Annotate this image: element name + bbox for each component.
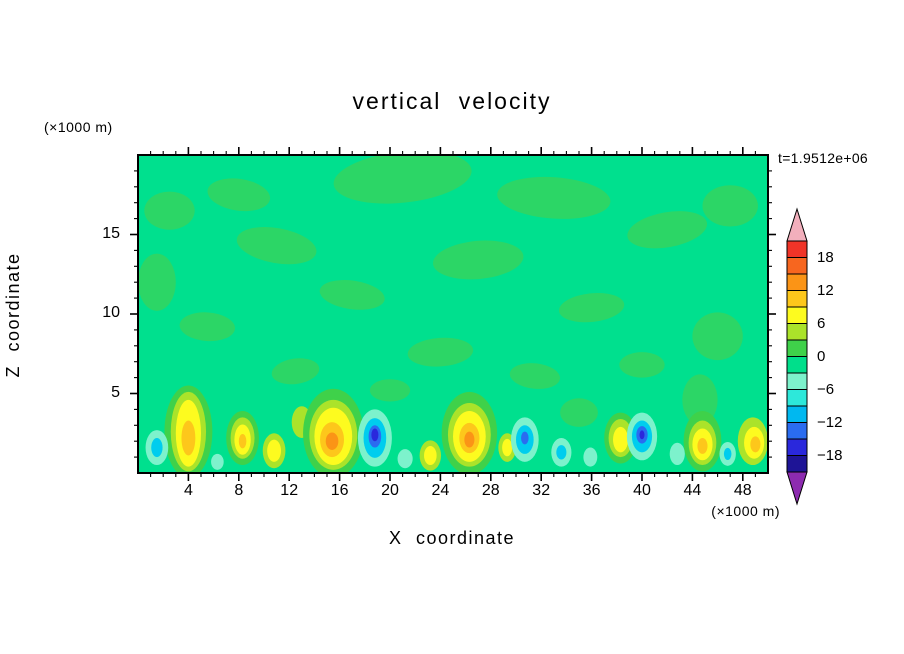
colorbar-band [786,389,808,407]
x-tick-label: 40 [633,482,651,499]
colorbar-band [786,323,808,341]
colorbar-tick-label: −6 [817,380,835,398]
x-tick-label: 36 [582,482,601,499]
contour-blob [397,449,413,469]
contour-texture-patch [619,352,665,378]
colorbar [786,207,808,506]
contour-blob [211,453,224,470]
x-tick-label: 24 [431,482,450,499]
contour-blob [502,438,513,457]
contour-blob [424,445,437,466]
contour-texture-patch [702,185,758,227]
contour-blob [464,431,475,448]
colorbar-band [786,356,808,374]
z-axis-unit: (×1000 m) [44,119,113,135]
colorbar-tick-label: 0 [817,347,826,365]
contour-blob [267,439,282,462]
colorbar-band [786,422,808,440]
colorbar-top-arrow [786,207,808,242]
contour-texture-patch [144,191,195,230]
colorbar-band [786,273,808,291]
colorbar-bottom-arrow [786,471,808,506]
contour-blob [151,438,163,458]
colorbar-band [786,372,808,390]
colorbar-tick-label: 12 [817,281,834,299]
colorbar-band [786,405,808,423]
z-tick-label: 15 [102,224,120,242]
x-tick-label: 8 [234,482,244,499]
colorbar-tick-label: 6 [817,314,826,332]
z-axis-label: Z coordinate [3,252,23,378]
contour-blob [583,447,598,467]
colorbar-band [786,339,808,357]
x-axis-label: X coordinate [388,528,516,548]
colorbar-band [786,257,808,275]
contour-texture-patch [692,312,743,361]
contour-blob [181,420,196,456]
contour-blob [723,447,732,460]
colorbar-tick-label: −18 [817,446,843,464]
x-axis-unit: (×1000 m) [711,503,780,519]
colorbar-band [786,240,808,258]
time-annotation: t=1.9512e+06 [778,150,869,166]
colorbar-tick-label: −12 [817,413,843,431]
chart-title: vertical velocity [352,88,552,114]
x-tick-label: 20 [381,482,399,499]
contour-blob [238,434,247,449]
z-tick-label: 5 [111,383,120,401]
contour-texture-patch [560,398,598,427]
x-tick-label: 12 [280,482,299,499]
z-tick-label: 10 [102,304,120,321]
contour-blob [325,432,339,450]
contour-texture-patch [138,253,176,311]
x-tick-label: 32 [532,482,551,499]
x-tick-label: 4 [183,482,193,499]
contour-field [138,155,768,473]
contour-blob [371,428,379,442]
contour-blob [669,442,685,466]
x-tick-label: 44 [683,482,702,499]
colorbar-band [786,455,808,473]
colorbar-band [786,290,808,308]
contour-blob [750,436,761,453]
x-tick-label: 48 [733,482,752,499]
contour-blob [639,430,645,440]
colorbar-band [786,306,808,324]
x-tick-label: 28 [481,482,500,499]
colorbar-band [786,438,808,456]
contour-blob [697,438,708,454]
contour-blob [613,426,629,453]
contour-blob [521,431,529,445]
colorbar-tick-label: 18 [817,248,834,266]
contour-blob [556,445,567,460]
x-tick-label: 16 [330,482,349,499]
contour-texture-patch [369,379,411,402]
